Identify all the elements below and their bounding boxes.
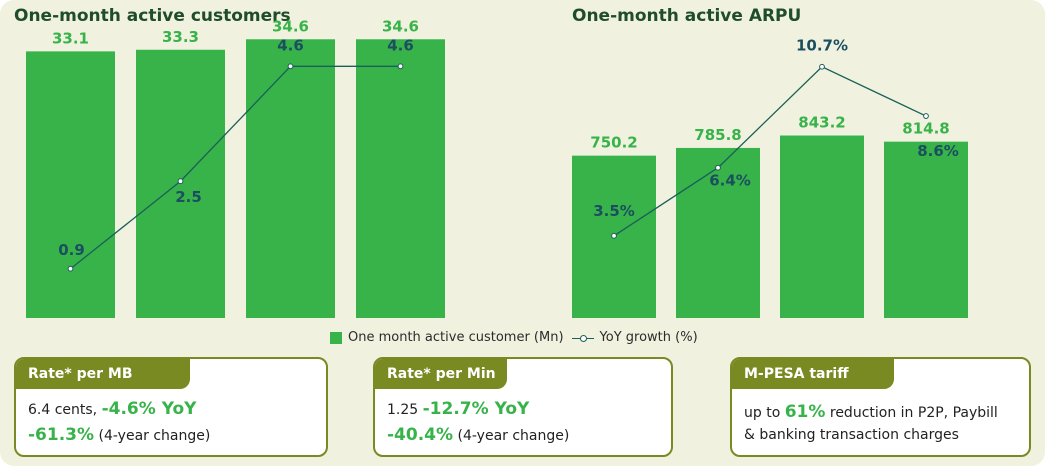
chart-legend: One month active customer (Mn) YoY growt…: [330, 330, 698, 345]
card-text: & banking transaction charges: [744, 427, 959, 443]
growth-value-label: 10.7%: [796, 37, 848, 55]
growth-point: [923, 113, 929, 119]
card-highlight: -12.7% YoY: [422, 399, 530, 419]
bar-value-label: 34.6: [382, 17, 419, 35]
growth-line: [70, 65, 401, 270]
card-body: up to 61% reduction in P2P, Paybill & ba…: [732, 389, 1029, 446]
card-body: 1.25 -12.7% YoY -40.4% (4-year change): [375, 389, 671, 449]
rate-per-min-card: Rate* per Min 1.25 -12.7% YoY -40.4% (4-…: [373, 357, 673, 457]
bar: [356, 39, 445, 319]
card-line: & banking transaction charges: [744, 424, 1017, 446]
chart-title-customers: One-month active customers: [14, 6, 291, 26]
growth-point: [397, 63, 404, 70]
card-line: 1.25 -12.7% YoY: [387, 397, 659, 423]
growth-value-label: 3.5%: [593, 202, 635, 220]
growth-value-label: 6.4%: [709, 172, 751, 190]
growth-line: [613, 65, 927, 237]
growth-value-label: 4.6: [277, 36, 304, 54]
growth-point: [287, 63, 294, 70]
growth-value-label: 4.6: [387, 36, 414, 54]
bar-value-label: 33.3: [162, 28, 199, 46]
card-text: reduction in P2P, Paybill: [825, 405, 998, 421]
card-highlight: -4.6% YoY: [101, 399, 197, 419]
card-line: -61.3% (4-year change): [28, 423, 314, 449]
card-highlight: -61.3%: [28, 425, 95, 445]
bar: [246, 39, 335, 319]
arpu-chart: 750.2 785.8 843.2 814.8 3.5% 6.4% 10.7% 8.6%: [572, 37, 968, 318]
card-text: up to: [744, 405, 785, 421]
card-header: M-PESA tariff: [732, 359, 894, 389]
customers-chart: 33.1 33.3 34.6 34.6 0.9 2.5 4.6 4.6: [26, 17, 445, 319]
legend-bar-label: One month active customer (Mn): [348, 330, 564, 345]
chart-title-arpu: One-month active ARPU: [572, 6, 802, 26]
card-text: 6.4 cents,: [28, 402, 102, 418]
card-body: 6.4 cents, -4.6% YoY -61.3% (4-year chan…: [16, 389, 326, 449]
card-line: 6.4 cents, -4.6% YoY: [28, 397, 314, 423]
legend-bar-swatch: [330, 331, 342, 344]
card-highlight: -40.4%: [387, 425, 454, 445]
bar-value-label: 785.8: [694, 126, 741, 144]
growth-point: [67, 265, 74, 272]
card-highlight: 61%: [784, 402, 826, 422]
growth-value-label: 8.6%: [917, 142, 959, 160]
bar: [884, 141, 968, 318]
growth-value-label: 2.5: [175, 188, 202, 206]
legend-line-label: YoY growth (%): [599, 330, 698, 345]
bar: [780, 135, 864, 318]
card-text: (4-year change): [94, 428, 211, 444]
growth-point: [611, 232, 617, 239]
rate-per-mb-card: Rate* per MB 6.4 cents, -4.6% YoY -61.3%…: [14, 357, 328, 457]
bar-value-label: 750.2: [590, 134, 637, 152]
growth-point: [715, 164, 721, 171]
bar: [26, 51, 115, 318]
bar-value-label: 843.2: [798, 114, 845, 132]
bar-value-label: 34.6: [272, 17, 309, 35]
growth-point: [819, 63, 825, 70]
growth-value-label: 0.9: [58, 241, 85, 259]
card-line: -40.4% (4-year change): [387, 423, 659, 449]
bar-value-label: 814.8: [902, 120, 949, 138]
bar: [676, 147, 760, 318]
bar-value-label: 33.1: [52, 29, 89, 47]
card-header: Rate* per Min: [375, 359, 507, 389]
card-line: up to 61% reduction in P2P, Paybill: [744, 401, 1017, 424]
card-text: (4-year change): [453, 428, 570, 444]
growth-point: [177, 178, 184, 185]
mpesa-tariff-card: M-PESA tariff up to 61% reduction in P2P…: [730, 357, 1031, 457]
legend-line-swatch: [571, 332, 594, 344]
card-header: Rate* per MB: [16, 359, 190, 389]
card-text: 1.25: [387, 402, 423, 418]
